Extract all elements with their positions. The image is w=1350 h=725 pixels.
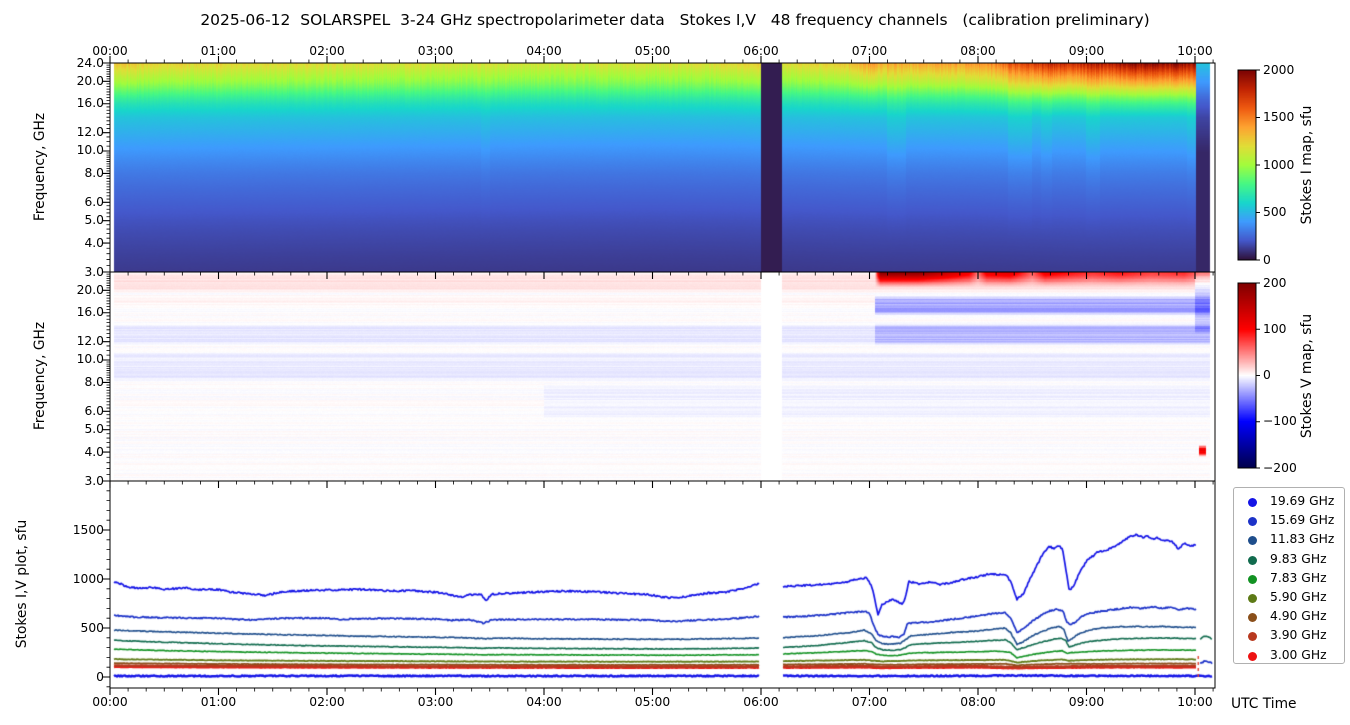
freq-tick-label: 3.0 <box>84 473 104 488</box>
time-tick-label-bottom: 04:00 <box>526 695 562 709</box>
freq-tick-label: 8.0 <box>84 374 104 389</box>
stokes-i-map-heatmap <box>110 63 1215 272</box>
colorbar-i-tick-label: 0 <box>1263 252 1271 267</box>
freq-tick-label: 5.0 <box>84 422 104 437</box>
legend-entry-label: 3.00 GHz <box>1270 647 1327 662</box>
legend-entry-label: 3.90 GHz <box>1270 628 1327 643</box>
legend-entry-label: 15.69 GHz <box>1270 513 1335 528</box>
flux-tick-label: 1500 <box>72 522 104 537</box>
freq-tick-label: 10.0 <box>76 352 104 367</box>
legend-entry-label: 9.83 GHz <box>1270 551 1327 566</box>
time-tick-label-bottom: 00:00 <box>92 695 128 709</box>
figure-title: 2025-06-12 SOLARSPEL 3-24 GHz spectropol… <box>200 11 1150 29</box>
stokes-v-colorbar <box>1238 283 1256 468</box>
legend-entry: 11.83 GHz <box>1234 531 1344 550</box>
freq-tick-label: 6.0 <box>84 194 104 209</box>
time-tick-label-top: 02:00 <box>309 44 345 58</box>
time-tick-label-bottom: 08:00 <box>960 695 996 709</box>
time-tick-label-bottom: 01:00 <box>200 695 237 709</box>
legend-entry: 19.69 GHz <box>1234 493 1344 512</box>
freq-tick-label: 4.0 <box>84 235 104 250</box>
stokes-i-colorbar <box>1238 70 1256 260</box>
freq-tick-label: 8.0 <box>84 165 104 180</box>
colorbar-v-tick-label: 0 <box>1263 368 1271 382</box>
legend-marker-dot <box>1248 555 1257 565</box>
time-tick-label-top: 08:00 <box>960 44 996 58</box>
freq-tick-label: 3.0 <box>84 264 104 279</box>
flux-tick-label: 0 <box>96 669 104 684</box>
colorbar-v-tick-label: 200 <box>1263 275 1287 290</box>
stokes-iv-line-plot <box>110 481 1215 688</box>
legend-entry-label: 5.90 GHz <box>1270 590 1327 604</box>
freq-tick-label: 4.0 <box>84 444 104 459</box>
time-tick-label-bottom: 05:00 <box>634 695 671 709</box>
legend-marker-dot <box>1248 632 1257 642</box>
colorbar-i-tick-label: 1500 <box>1263 110 1295 124</box>
time-tick-label-bottom: 07:00 <box>851 695 888 709</box>
colorbar-i-tick-label: 1000 <box>1263 157 1295 172</box>
time-tick-label-bottom: 10:00 <box>1177 695 1213 709</box>
time-tick-label-top: 03:00 <box>417 44 454 58</box>
legend-entry-label: 11.83 GHz <box>1270 532 1335 547</box>
time-tick-label-top: 10:00 <box>1177 44 1213 58</box>
freq-axis-label-mid-panel: Frequency, GHz <box>32 321 48 431</box>
legend-marker-dot <box>1248 594 1257 603</box>
time-tick-label-top: 07:00 <box>851 44 888 58</box>
time-tick-label-bottom: 09:00 <box>1068 695 1105 709</box>
freq-axis-label-top-panel: Frequency, GHz <box>32 112 48 222</box>
legend-entry: 3.90 GHz <box>1234 627 1344 646</box>
freq-tick-label: 6.0 <box>84 403 104 418</box>
colorbar-i-tick-label: 2000 <box>1263 62 1295 77</box>
legend-entry: 3.00 GHz <box>1234 647 1344 666</box>
legend-marker-dot <box>1248 651 1257 661</box>
freq-tick-label: 12.0 <box>76 125 104 140</box>
time-tick-label-top: 01:00 <box>200 44 237 58</box>
freq-tick-label: 24.0 <box>76 55 104 70</box>
time-tick-label-top: 09:00 <box>1068 44 1105 58</box>
flux-axis-label: Stokes I,V plot, sfu <box>14 519 30 649</box>
legend: 19.69 GHz 15.69 GHz 11.83 GHz 9.83 GHz 7.83 … <box>1233 487 1345 664</box>
freq-tick-label: 16.0 <box>76 96 104 111</box>
colorbar-v-tick-label: −200 <box>1263 460 1297 475</box>
legend-marker-dot <box>1248 613 1257 623</box>
time-tick-label-top: 00:00 <box>92 44 128 58</box>
freq-tick-label: 20.0 <box>76 73 104 88</box>
colorbar-v-tick-label: 100 <box>1263 321 1287 336</box>
time-tick-label-bottom: 03:00 <box>417 695 454 709</box>
legend-marker-dot <box>1248 498 1257 507</box>
utc-time-label: UTC Time <box>1231 696 1297 712</box>
flux-tick-label: 1000 <box>72 571 104 586</box>
time-tick-label-top: 06:00 <box>743 44 779 58</box>
legend-entry: 5.90 GHz <box>1234 589 1344 608</box>
colorbar-i-tick-label: 500 <box>1263 205 1287 219</box>
freq-tick-label: 12.0 <box>76 334 104 349</box>
freq-tick-label: 20.0 <box>76 282 104 297</box>
time-tick-label-bottom: 06:00 <box>743 695 779 709</box>
legend-entry: 15.69 GHz <box>1234 512 1344 531</box>
freq-tick-label: 10.0 <box>76 143 104 158</box>
freq-tick-label: 16.0 <box>76 305 104 320</box>
freq-tick-label: 5.0 <box>84 213 104 228</box>
time-tick-label-top: 04:00 <box>526 44 562 58</box>
time-tick-label-bottom: 02:00 <box>309 695 345 709</box>
legend-entry-label: 4.90 GHz <box>1270 609 1327 624</box>
legend-entry-label: 7.83 GHz <box>1270 570 1327 585</box>
colorbar-v-tick-label: −100 <box>1263 414 1297 429</box>
legend-entry: 7.83 GHz <box>1234 570 1344 589</box>
legend-marker-dot <box>1248 574 1257 584</box>
legend-marker-dot <box>1248 536 1257 546</box>
legend-entry: 4.90 GHz <box>1234 608 1344 627</box>
legend-entry-label: 19.69 GHz <box>1270 494 1335 508</box>
legend-entry: 9.83 GHz <box>1234 551 1344 570</box>
legend-marker-dot <box>1248 517 1257 527</box>
flux-tick-label: 500 <box>80 620 104 635</box>
time-tick-label-top: 05:00 <box>634 44 671 58</box>
stokes-v-map-heatmap <box>110 272 1215 481</box>
